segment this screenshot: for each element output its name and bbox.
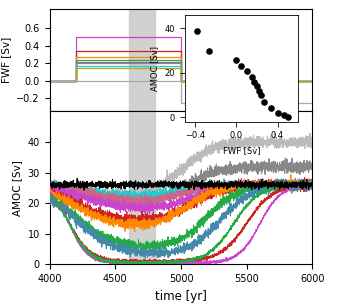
- Point: [249, 75, 255, 80]
- Point: [275, 110, 280, 115]
- Point: [194, 28, 200, 33]
- X-axis label: time [yr]: time [yr]: [155, 290, 207, 303]
- X-axis label: FWF [Sv]: FWF [Sv]: [223, 146, 260, 155]
- Point: [233, 57, 239, 62]
- Point: [244, 68, 250, 73]
- Point: [251, 79, 257, 84]
- Point: [256, 88, 262, 93]
- Point: [281, 112, 286, 117]
- Y-axis label: AMOC [Sv]: AMOC [Sv]: [150, 46, 159, 91]
- Point: [207, 48, 212, 53]
- Point: [285, 115, 291, 119]
- Y-axis label: AMOC [Sv]: AMOC [Sv]: [12, 160, 22, 216]
- Y-axis label: FWF [Sv]: FWF [Sv]: [1, 37, 11, 83]
- Point: [268, 106, 274, 111]
- Point: [258, 92, 264, 97]
- Point: [254, 84, 260, 88]
- Bar: [129, 9, 155, 111]
- Point: [261, 99, 267, 104]
- Point: [239, 64, 244, 69]
- Bar: [129, 111, 155, 264]
